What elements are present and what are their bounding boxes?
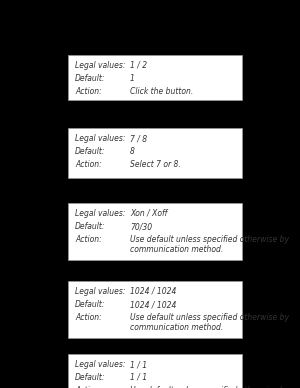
Bar <box>68 55 242 100</box>
Text: Action:: Action: <box>75 235 102 244</box>
Text: 8: 8 <box>130 147 135 156</box>
Text: Legal values:: Legal values: <box>75 209 125 218</box>
Text: 1024 / 1024: 1024 / 1024 <box>130 300 176 309</box>
Text: 1024 / 1024: 1024 / 1024 <box>130 287 176 296</box>
Text: Action:: Action: <box>75 87 102 96</box>
Text: Select 7 or 8.: Select 7 or 8. <box>130 160 181 169</box>
Text: 1 / 2: 1 / 2 <box>130 61 147 70</box>
Text: 1 / 1: 1 / 1 <box>130 360 147 369</box>
Text: Action:: Action: <box>75 313 102 322</box>
Text: Use default unless specified otherwise by
communication method.: Use default unless specified otherwise b… <box>130 386 289 388</box>
Text: Default:: Default: <box>75 222 106 231</box>
Text: 1 / 1: 1 / 1 <box>130 373 147 382</box>
Text: Legal values:: Legal values: <box>75 360 125 369</box>
Text: Click the button.: Click the button. <box>130 87 193 96</box>
Bar <box>68 281 242 338</box>
Text: Default:: Default: <box>75 74 106 83</box>
Text: 1: 1 <box>130 74 135 83</box>
Bar <box>68 354 242 388</box>
Text: Default:: Default: <box>75 147 106 156</box>
Text: Legal values:: Legal values: <box>75 287 125 296</box>
Bar <box>68 128 242 178</box>
Bar <box>68 203 242 260</box>
Text: Legal values:: Legal values: <box>75 134 125 143</box>
Text: 7 / 8: 7 / 8 <box>130 134 147 143</box>
Text: Use default unless specified otherwise by
communication method.: Use default unless specified otherwise b… <box>130 313 289 333</box>
Text: Default:: Default: <box>75 300 106 309</box>
Text: Legal values:: Legal values: <box>75 61 125 70</box>
Text: Action:: Action: <box>75 160 102 169</box>
Text: Action:: Action: <box>75 386 102 388</box>
Text: 70/30: 70/30 <box>130 222 152 231</box>
Text: Use default unless specified otherwise by
communication method.: Use default unless specified otherwise b… <box>130 235 289 255</box>
Text: Default:: Default: <box>75 373 106 382</box>
Text: Xon / Xoff: Xon / Xoff <box>130 209 167 218</box>
